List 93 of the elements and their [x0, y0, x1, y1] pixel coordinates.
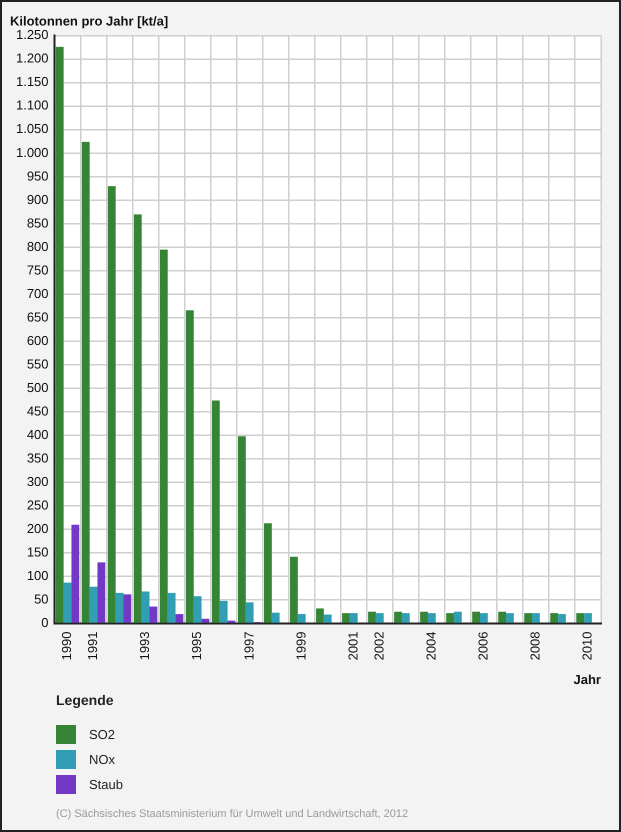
- bar: [82, 142, 90, 623]
- x-axis-title: Jahr: [574, 672, 601, 687]
- y-tick-label: 600: [26, 332, 49, 348]
- bar: [324, 614, 332, 623]
- y-tick-label: 850: [26, 215, 49, 230]
- bar: [376, 613, 384, 623]
- x-tick-label: 1993: [137, 631, 152, 660]
- bar: [350, 613, 358, 623]
- bar: [402, 613, 410, 623]
- text: (C) Sächsisches Staatsministerium für Umwelt und Landwirtschaft, 2012: [56, 808, 408, 820]
- x-tick-label: 2006: [475, 631, 490, 660]
- x-tick-label: 1997: [241, 631, 256, 660]
- bar: [524, 613, 532, 623]
- y-tick-label: 800: [26, 238, 49, 254]
- bar: [454, 612, 462, 623]
- y-tick-label: 200: [26, 520, 49, 536]
- bar: [134, 214, 142, 623]
- x-tick-label: 1990: [59, 631, 74, 660]
- bar: [264, 523, 272, 623]
- y-tick-label: 550: [26, 356, 49, 372]
- y-tick-label: 1.100: [16, 98, 49, 113]
- y-tick-label: 400: [26, 426, 49, 442]
- y-tick-label: 50: [34, 592, 49, 607]
- y-tick-label: 1.200: [16, 50, 49, 66]
- y-tick-label: 450: [26, 403, 49, 418]
- bar: [480, 613, 488, 623]
- bar: [220, 600, 228, 623]
- bar: [160, 250, 168, 623]
- bar: [506, 613, 514, 623]
- y-tick-label: 700: [26, 286, 49, 301]
- y-tick-label: 250: [26, 497, 49, 512]
- bar: [472, 612, 480, 623]
- y-tick-label: 500: [26, 380, 49, 395]
- bar: [186, 310, 194, 623]
- x-tick-label: 2008: [528, 631, 543, 660]
- bar: [238, 436, 246, 623]
- x-tick-label: 2004: [423, 631, 438, 660]
- legend-label: NOx: [89, 752, 115, 767]
- bar: [71, 524, 80, 623]
- bar: [150, 606, 158, 623]
- x-tick-label: 2002: [371, 631, 386, 660]
- bar: [558, 614, 566, 623]
- legend-label: SO2: [89, 727, 116, 742]
- bar: [532, 613, 540, 623]
- y-tick-label: 1.250: [16, 27, 49, 42]
- y-tick-label: 1.150: [16, 74, 49, 90]
- bar: [246, 602, 254, 623]
- y-tick-label: 350: [26, 450, 49, 466]
- bar: [394, 612, 402, 623]
- bar: [64, 582, 72, 623]
- bar: [550, 613, 558, 623]
- bar: [290, 556, 298, 623]
- bar: [576, 613, 584, 623]
- bar: [584, 613, 592, 623]
- y-tick-label: 300: [26, 474, 49, 489]
- bar: [90, 586, 98, 623]
- bar: [446, 613, 454, 623]
- bar: [123, 594, 132, 623]
- bar: [108, 186, 116, 623]
- x-tick-label: 1991: [85, 631, 100, 660]
- y-tick-label: 1.050: [16, 121, 49, 136]
- y-tick-label: 150: [26, 544, 49, 560]
- y-tick-label: 950: [26, 168, 49, 184]
- y-tick-label: 100: [26, 568, 49, 584]
- legend-label: Staub: [89, 777, 123, 792]
- bar: [212, 400, 220, 623]
- y-tick-label: 0: [41, 615, 49, 630]
- bar: [368, 612, 376, 623]
- y-tick-label: 1.000: [16, 144, 49, 160]
- bar: [420, 612, 428, 623]
- bar: [116, 592, 124, 623]
- y-tick-label: 650: [26, 309, 49, 324]
- x-tick-label: 2001: [345, 631, 360, 660]
- legend-title: Legende: [56, 692, 115, 708]
- bar: [316, 608, 324, 623]
- bar: [194, 596, 202, 623]
- chart-title: Kilotonnen pro Jahr [kt/a]: [10, 13, 168, 28]
- bar: [428, 613, 436, 623]
- bar: [202, 618, 210, 623]
- bar: [272, 612, 280, 623]
- bar: [142, 592, 150, 623]
- bar: [56, 46, 64, 623]
- x-tick-label: 2010: [580, 631, 595, 660]
- bar: [168, 592, 176, 623]
- bar: [342, 613, 350, 623]
- bar: [176, 614, 184, 623]
- bar: [498, 612, 506, 623]
- y-tick-label: 900: [26, 192, 49, 207]
- bar: [97, 562, 106, 623]
- x-tick-label: 1995: [189, 631, 204, 660]
- bar: [298, 614, 306, 623]
- y-tick-label: 750: [26, 262, 49, 278]
- x-tick-label: 1999: [293, 631, 308, 660]
